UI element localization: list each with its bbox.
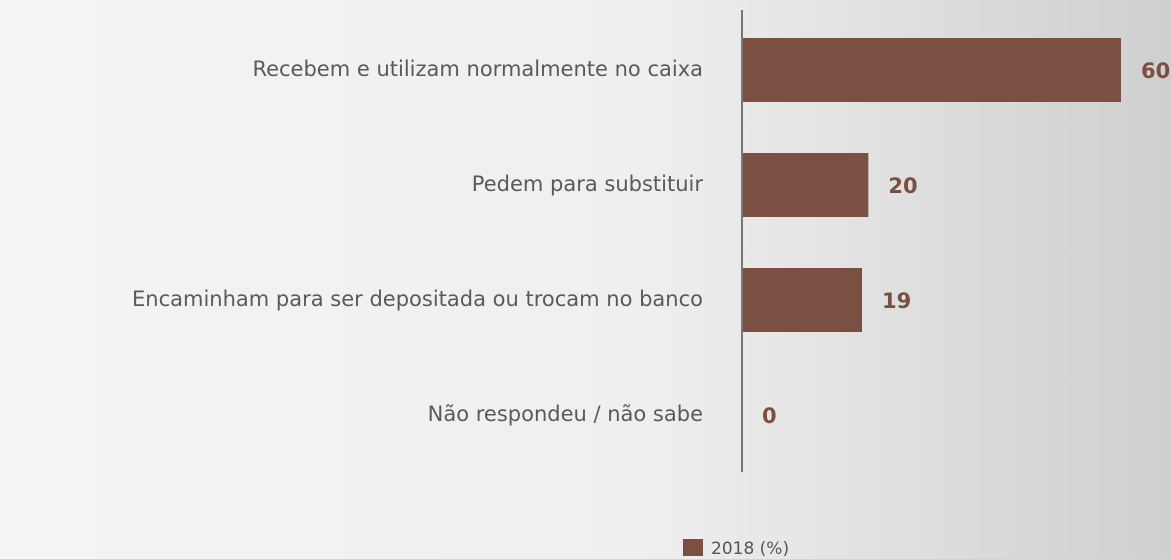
bar bbox=[742, 153, 869, 217]
category-label: Encaminham para ser depositada ou trocam… bbox=[132, 287, 703, 311]
plot: Recebem e utilizam normalmente no caixa 6… bbox=[132, 38, 1170, 559]
legend-swatch bbox=[683, 539, 703, 556]
value-label: 0 bbox=[762, 404, 777, 428]
value-label: 20 bbox=[888, 174, 917, 198]
category-label: Recebem e utilizam normalmente no caixa bbox=[252, 57, 703, 81]
bar bbox=[742, 38, 1121, 102]
category-label: Não respondeu / não sabe bbox=[428, 402, 703, 426]
value-label: 60 bbox=[1141, 59, 1170, 83]
bar bbox=[742, 268, 863, 332]
value-label: 19 bbox=[882, 289, 911, 313]
category-label: Pedem para substituir bbox=[472, 172, 704, 196]
legend-label: 2018 (%) bbox=[711, 539, 789, 559]
